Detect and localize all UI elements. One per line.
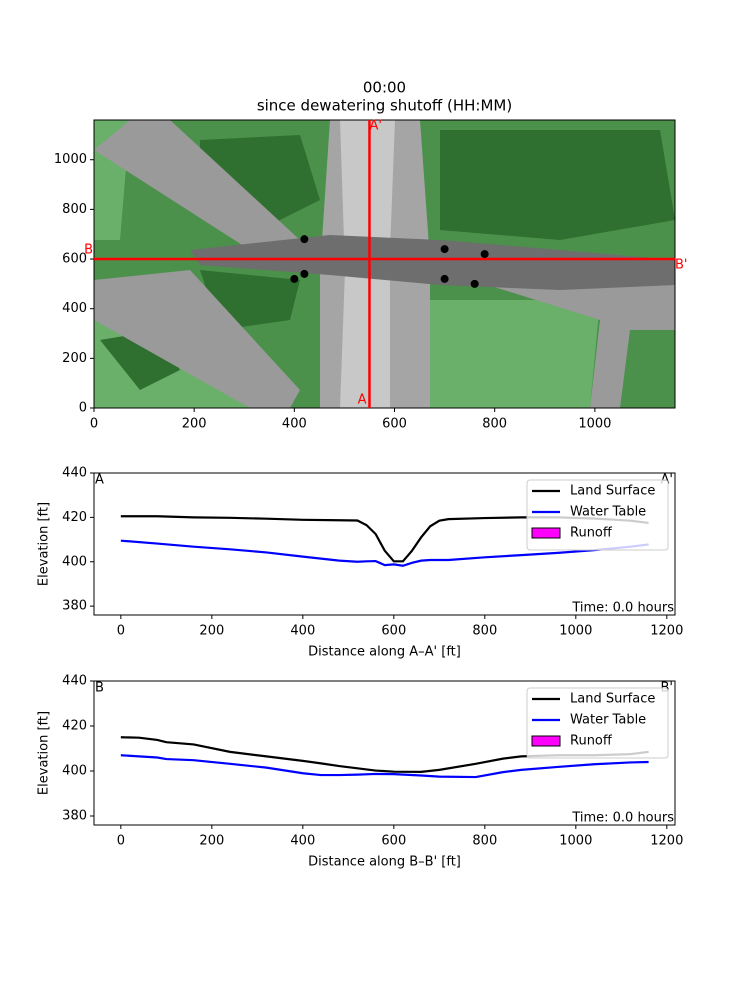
well	[290, 274, 299, 283]
axes-frame	[93, 119, 676, 409]
x-tick-label: 1200	[650, 624, 683, 639]
x-axis-label: Distance along B–B' [ft]	[308, 855, 461, 870]
legend-box	[526, 479, 669, 551]
y-tick-label: 800	[62, 202, 87, 217]
chart-subtitle: since dewatering shutoff (HH:MM)	[257, 97, 512, 115]
legend-label: Land Surface	[570, 692, 655, 707]
x-tick-label: 600	[382, 417, 407, 432]
y-tick-label: 400	[62, 301, 87, 316]
y-tick-label: 1000	[54, 152, 87, 167]
x-tick-label: 600	[381, 834, 406, 849]
legend-label: Water Table	[570, 713, 646, 728]
legend-swatch	[531, 735, 561, 747]
well	[470, 279, 479, 288]
legend-label: Water Table	[570, 505, 646, 520]
x-tick-label: 0	[90, 417, 98, 432]
x-tick-label: 800	[472, 834, 497, 849]
x-tick-label: 200	[182, 417, 207, 432]
x-tick-label: 400	[282, 417, 307, 432]
legend-label: Land Surface	[570, 484, 655, 499]
y-tick-label: 380	[62, 809, 87, 824]
x-tick-label: 0	[117, 834, 125, 849]
annotation: Time: 0.0 hours	[571, 601, 674, 616]
legend-label: Runoff	[570, 734, 613, 749]
legend-swatch	[531, 527, 561, 539]
line	[120, 754, 649, 779]
section-end-label: B'	[675, 258, 688, 273]
y-tick-label: 440	[62, 466, 87, 481]
legend-label: Runoff	[570, 526, 613, 541]
legend-box	[526, 687, 669, 759]
well	[480, 250, 489, 259]
axes-frame	[93, 680, 676, 826]
legend: Land Surface Water Table Runoff	[526, 687, 669, 759]
terrain	[94, 120, 675, 408]
corner-label: B	[95, 681, 104, 696]
x-tick-label: 1000	[559, 624, 592, 639]
x-tick-label: 400	[290, 834, 315, 849]
x-tick-label: 800	[482, 417, 507, 432]
x-tick-label: 400	[290, 624, 315, 639]
well	[440, 274, 449, 283]
x-tick-label: 200	[199, 834, 224, 849]
section-end-label: A'	[369, 119, 381, 134]
corner-label: A	[95, 473, 104, 488]
x-tick-label: 600	[381, 624, 406, 639]
well	[300, 269, 309, 278]
legend: Land Surface Water Table Runoff	[526, 479, 669, 551]
x-tick-label: 1000	[578, 417, 611, 432]
y-tick-label: 420	[62, 510, 87, 525]
y-tick-label: 0	[79, 401, 87, 416]
y-tick-label: 400	[62, 554, 87, 569]
line	[120, 539, 649, 567]
y-tick-label: 440	[62, 674, 87, 689]
x-tick-label: 0	[117, 624, 125, 639]
y-tick-label: 420	[62, 719, 87, 734]
section-start-label: A	[358, 393, 367, 408]
y-tick-label: 600	[62, 252, 87, 267]
x-tick-label: 1200	[650, 834, 683, 849]
section-start-label: B	[84, 243, 93, 258]
y-axis-label: Elevation [ft]	[37, 711, 52, 795]
x-tick-label: 200	[199, 624, 224, 639]
axes-frame	[93, 472, 676, 616]
y-axis-label: Elevation [ft]	[37, 502, 52, 586]
x-tick-label: 800	[472, 624, 497, 639]
y-tick-label: 400	[62, 764, 87, 779]
y-tick-label: 380	[62, 599, 87, 614]
y-tick-label: 200	[62, 351, 87, 366]
x-tick-label: 1000	[559, 834, 592, 849]
annotation: Time: 0.0 hours	[571, 811, 674, 826]
chart-title: 00:00	[363, 79, 406, 97]
well	[440, 245, 449, 254]
well	[300, 235, 309, 244]
x-axis-label: Distance along A–A' [ft]	[308, 645, 461, 660]
